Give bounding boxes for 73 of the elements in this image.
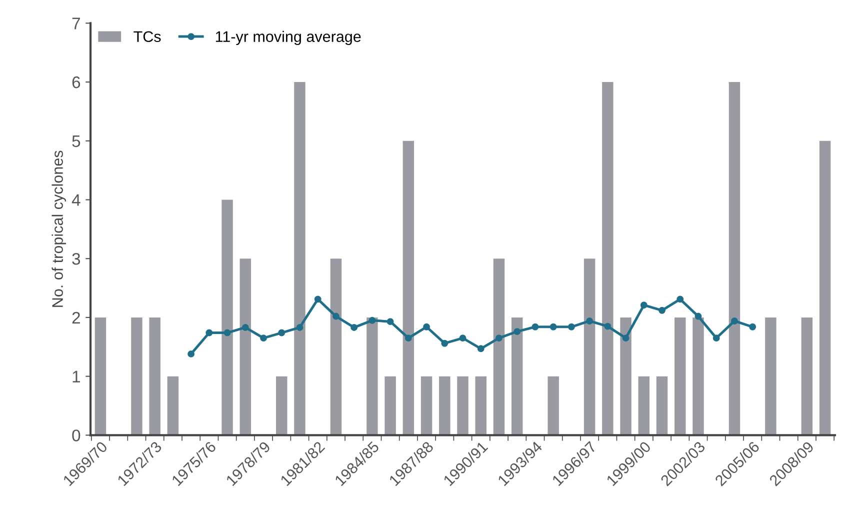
bar [656,376,668,436]
point [459,334,466,342]
point [188,350,195,358]
y-tick-label: 5 [72,135,80,148]
bar [511,317,523,436]
point [423,323,430,330]
bar [674,317,686,436]
bar [240,258,252,436]
point [622,334,630,342]
y-tick-label: 2 [72,312,80,324]
point [514,328,521,336]
point [730,318,738,324]
point [604,322,612,330]
point [242,324,249,331]
bar [457,376,468,436]
bar [819,140,831,436]
legend-label: TCs [134,31,161,42]
point [224,329,231,336]
point [640,302,648,309]
point [496,334,502,342]
point [676,296,684,303]
point [568,323,575,330]
point [749,323,756,330]
point [404,334,412,342]
bar [638,376,650,436]
bar [402,140,414,436]
point [260,334,267,342]
bar [692,317,704,436]
point [658,306,666,314]
point [712,334,720,342]
bar [131,317,142,436]
bar [548,376,559,436]
y-tick-label: 3 [72,253,80,265]
y-tick-label: 4 [72,194,80,206]
point [332,312,340,320]
point [477,345,484,352]
bar [765,317,776,436]
y-tick-label: 1 [72,370,80,382]
y-tick-label: 6 [72,76,80,88]
bar [439,376,450,436]
point [278,329,286,336]
bar [294,82,306,436]
bar [276,376,288,436]
point [206,329,213,336]
bar [420,376,432,436]
point [350,324,358,331]
point [441,340,448,347]
point [532,323,539,330]
bar [475,376,486,436]
y-tick-label: 7 [72,18,80,30]
point [386,318,394,326]
bar [366,317,378,436]
bar [801,317,813,436]
y-axis-title: No. of tropical cyclones [52,150,66,307]
bar [728,82,740,436]
bar [384,376,396,436]
bar [330,258,342,436]
bar [149,317,160,436]
bar [94,317,106,436]
bar [602,82,614,436]
point [368,316,376,324]
point [694,312,702,320]
bar [222,200,233,436]
bar [584,258,596,436]
bar [167,376,179,436]
point [550,323,557,330]
point [586,318,594,324]
bar [493,258,505,436]
legend-label: 11-yr moving average [216,30,361,46]
point [296,324,304,331]
point [314,296,322,303]
bar [620,317,632,436]
y-tick-label: 0 [72,430,80,442]
